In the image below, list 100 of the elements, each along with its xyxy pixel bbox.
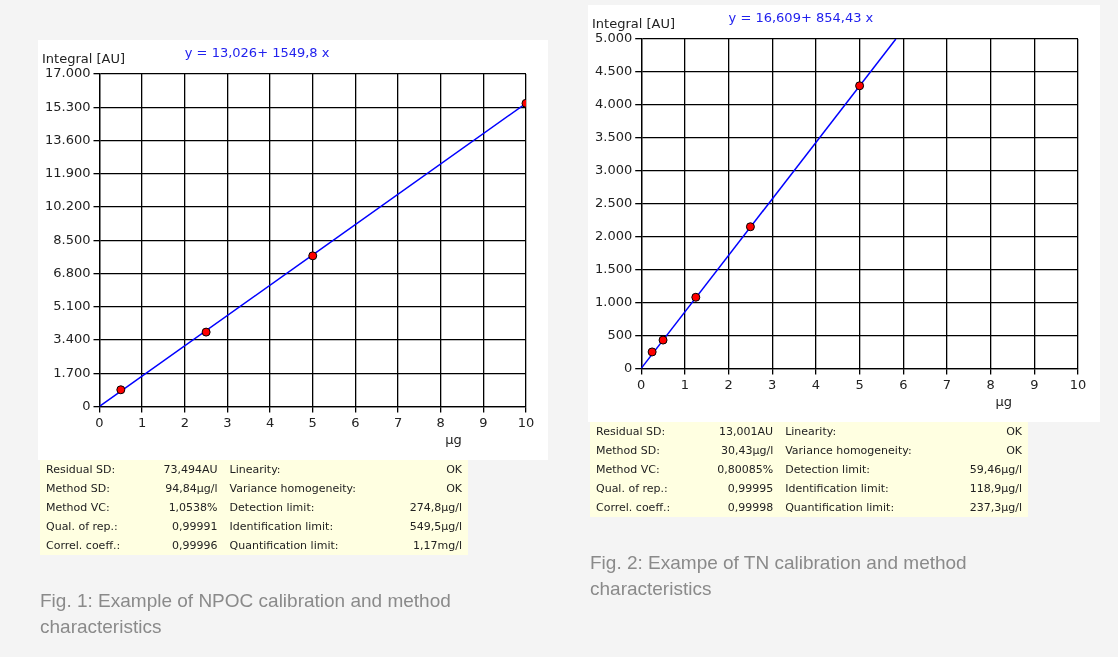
- text: Method SD:: [45, 481, 111, 497]
- text: 59,46µg/l: [968, 462, 1023, 478]
- y-tick-label: 3.500: [595, 129, 633, 145]
- x-tick-label: 2: [180, 414, 189, 430]
- y-tick-label: 1.000: [595, 293, 633, 309]
- caption: Fig. 2: Exampe of TN calibration and method characteristics: [590, 551, 968, 601]
- x-tick-label: 5: [308, 414, 317, 430]
- text: Correl. coeff.:: [45, 538, 122, 554]
- x-axis-title: µg: [995, 393, 1013, 409]
- text: Qual. of rep.:: [595, 481, 669, 497]
- y-tick-label: 3.000: [595, 162, 633, 178]
- text: 0,80085%: [716, 462, 775, 478]
- text: Linearity:: [228, 462, 282, 478]
- text: Variance homogeneity:: [784, 443, 913, 459]
- point: [201, 327, 211, 337]
- text: 0,99996: [171, 538, 219, 554]
- y-tick-label: 4.500: [595, 63, 633, 79]
- x-tick-label: 9: [1030, 376, 1039, 392]
- y-tick-label: 0: [82, 397, 91, 413]
- y-tick-label: 13.600: [44, 131, 91, 147]
- text: Identification limit:: [228, 519, 335, 535]
- text: Identification limit:: [784, 481, 890, 497]
- x-tick-label: 4: [265, 414, 275, 430]
- y-axis-title: Integral [AU]: [42, 51, 126, 67]
- y-tick-label: 5.100: [53, 298, 91, 314]
- y-axis-title: Integral [AU]: [592, 16, 676, 32]
- x-tick-label: 0: [637, 376, 646, 392]
- text: 30,43µg/l: [719, 443, 775, 459]
- text: 0,99998: [726, 500, 775, 516]
- y-tick-label: 2.500: [595, 195, 633, 211]
- x-tick-label: 1: [138, 414, 147, 430]
- point: [658, 335, 668, 345]
- y-tick-label: 500: [607, 326, 633, 342]
- point: [308, 251, 318, 261]
- text: 274,8µg/l: [408, 500, 463, 516]
- point: [855, 81, 865, 91]
- point: [691, 292, 701, 302]
- text: 549,5µg/l: [408, 519, 463, 535]
- text: Qual. of rep.:: [45, 519, 119, 535]
- y-tick-label: 11.900: [44, 165, 91, 181]
- x-tick-label: 3: [223, 414, 232, 430]
- x-tick-label: 8: [436, 414, 445, 430]
- text: Variance homogeneity:: [228, 481, 357, 497]
- x-tick-label: 6: [351, 414, 360, 430]
- text: OK: [445, 462, 463, 478]
- x-axis-title: µg: [445, 431, 462, 447]
- text: 1,0538%: [167, 500, 219, 516]
- y-tick-label: 1.500: [595, 260, 633, 276]
- text: OK: [1005, 424, 1023, 440]
- point: [745, 222, 755, 232]
- text: OK: [445, 481, 463, 497]
- x-tick-label: 0: [95, 414, 104, 430]
- text: 94,84µg/l: [164, 481, 219, 497]
- y-tick-label: 4.000: [595, 96, 633, 112]
- text: 13,001AU: [718, 424, 775, 440]
- y-tick-label: 10.200: [44, 198, 91, 214]
- text: OK: [1005, 443, 1023, 459]
- y-tick-label: 17.000: [44, 65, 91, 81]
- x-tick-label: 7: [942, 376, 952, 392]
- text: 1,17mg/l: [412, 538, 463, 554]
- text: Residual SD:: [595, 424, 667, 440]
- text: Detection limit:: [228, 500, 316, 516]
- text: Detection limit:: [784, 462, 872, 478]
- point: [647, 347, 657, 357]
- text: 118,9µg/l: [968, 481, 1023, 497]
- x-tick-label: 9: [479, 414, 488, 430]
- x-tick-label: 8: [986, 376, 995, 392]
- y-tick-label: 15.300: [44, 98, 91, 114]
- chart-title: y = 16,609+ 854,43 x: [728, 10, 874, 26]
- text: Correl. coeff.:: [595, 500, 672, 516]
- y-tick-label: 8.500: [53, 231, 91, 247]
- y-tick-label: 3.400: [53, 331, 91, 347]
- text: 73,494AU: [162, 462, 219, 478]
- x-tick-label: 6: [899, 376, 908, 392]
- text: Linearity:: [784, 424, 838, 440]
- y-tick-label: 6.800: [53, 264, 91, 280]
- y-tick-label: 2.000: [595, 228, 633, 244]
- y-tick-label: 5.000: [595, 30, 633, 46]
- x-tick-label: 5: [855, 376, 864, 392]
- text: Method VC:: [45, 500, 111, 516]
- text: Quantification limit:: [784, 500, 896, 516]
- point: [116, 385, 126, 395]
- x-tick-label: 4: [811, 376, 821, 392]
- x-tick-label: 10: [1069, 376, 1087, 392]
- text: Residual SD:: [45, 462, 117, 478]
- y-tick-label: 0: [623, 359, 633, 375]
- text: Method SD:: [595, 443, 661, 459]
- text: 0,99995: [726, 481, 775, 497]
- chart-title: y = 13,026+ 1549,8 x: [184, 45, 330, 61]
- y-tick-label: 1.700: [53, 364, 91, 380]
- x-tick-label: 3: [768, 376, 777, 392]
- x-tick-label: 7: [393, 414, 403, 430]
- x-tick-label: 1: [680, 376, 690, 392]
- text: Method VC:: [595, 462, 661, 478]
- text: 0,99991: [171, 519, 219, 535]
- x-tick-label: 2: [724, 376, 733, 392]
- text: 237,3µg/l: [968, 500, 1023, 516]
- caption: Fig. 1: Example of NPOC calibration and method characteristics: [40, 589, 452, 639]
- x-tick-label: 10: [517, 414, 535, 430]
- text: Quantification limit:: [228, 538, 340, 554]
